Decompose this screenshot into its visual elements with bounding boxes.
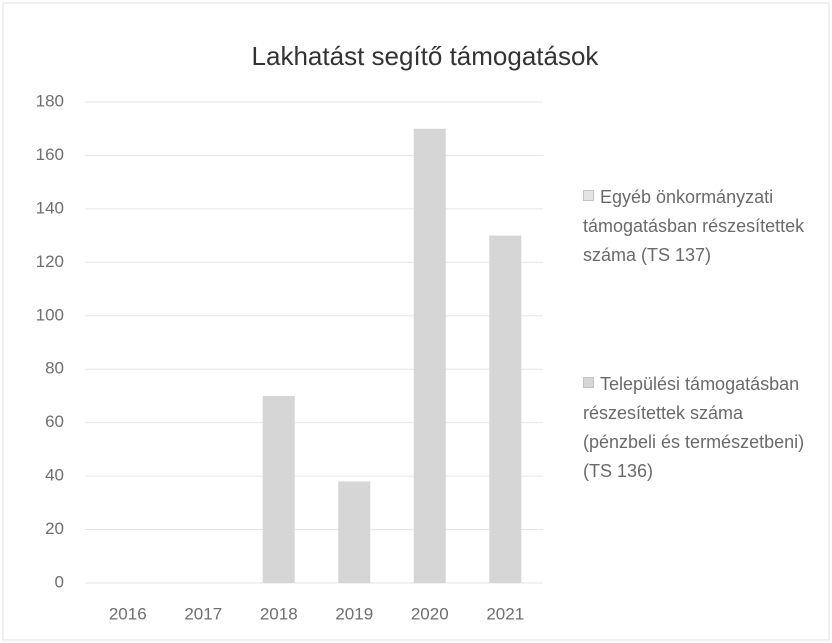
y-tick-label: 40 bbox=[45, 466, 64, 485]
y-tick-label: 160 bbox=[36, 145, 64, 164]
x-tick-label: 2021 bbox=[486, 604, 524, 623]
x-tick-label: 2017 bbox=[184, 604, 222, 623]
legend-entry: Települési támogatásban részesítettek sz… bbox=[583, 370, 808, 486]
y-tick-label: 0 bbox=[55, 572, 64, 591]
y-tick-label: 180 bbox=[36, 91, 64, 110]
y-tick-label: 80 bbox=[45, 359, 64, 378]
y-tick-label: 100 bbox=[36, 305, 64, 324]
bar bbox=[262, 395, 295, 583]
bar bbox=[489, 235, 522, 583]
legend-swatch bbox=[583, 377, 594, 388]
y-tick-label: 120 bbox=[36, 252, 64, 271]
x-tick-label: 2016 bbox=[109, 604, 147, 623]
legend-label: Települési támogatásban részesítettek sz… bbox=[583, 374, 805, 481]
legend-entry: Egyéb önkormányzati támogatásban részesí… bbox=[583, 183, 808, 270]
x-tick-label: 2019 bbox=[335, 604, 373, 623]
y-tick-label: 60 bbox=[45, 412, 64, 431]
chart-title: Lakhatást segítő támogatások bbox=[252, 41, 600, 71]
legend-label: Egyéb önkormányzati támogatásban részesí… bbox=[583, 187, 805, 265]
legend-swatch bbox=[583, 190, 594, 201]
y-tick-label: 20 bbox=[45, 519, 64, 538]
y-tick-label: 140 bbox=[36, 198, 64, 217]
bar bbox=[413, 128, 446, 583]
x-tick-label: 2020 bbox=[411, 604, 449, 623]
x-tick-label: 2018 bbox=[260, 604, 298, 623]
bar bbox=[338, 481, 371, 583]
